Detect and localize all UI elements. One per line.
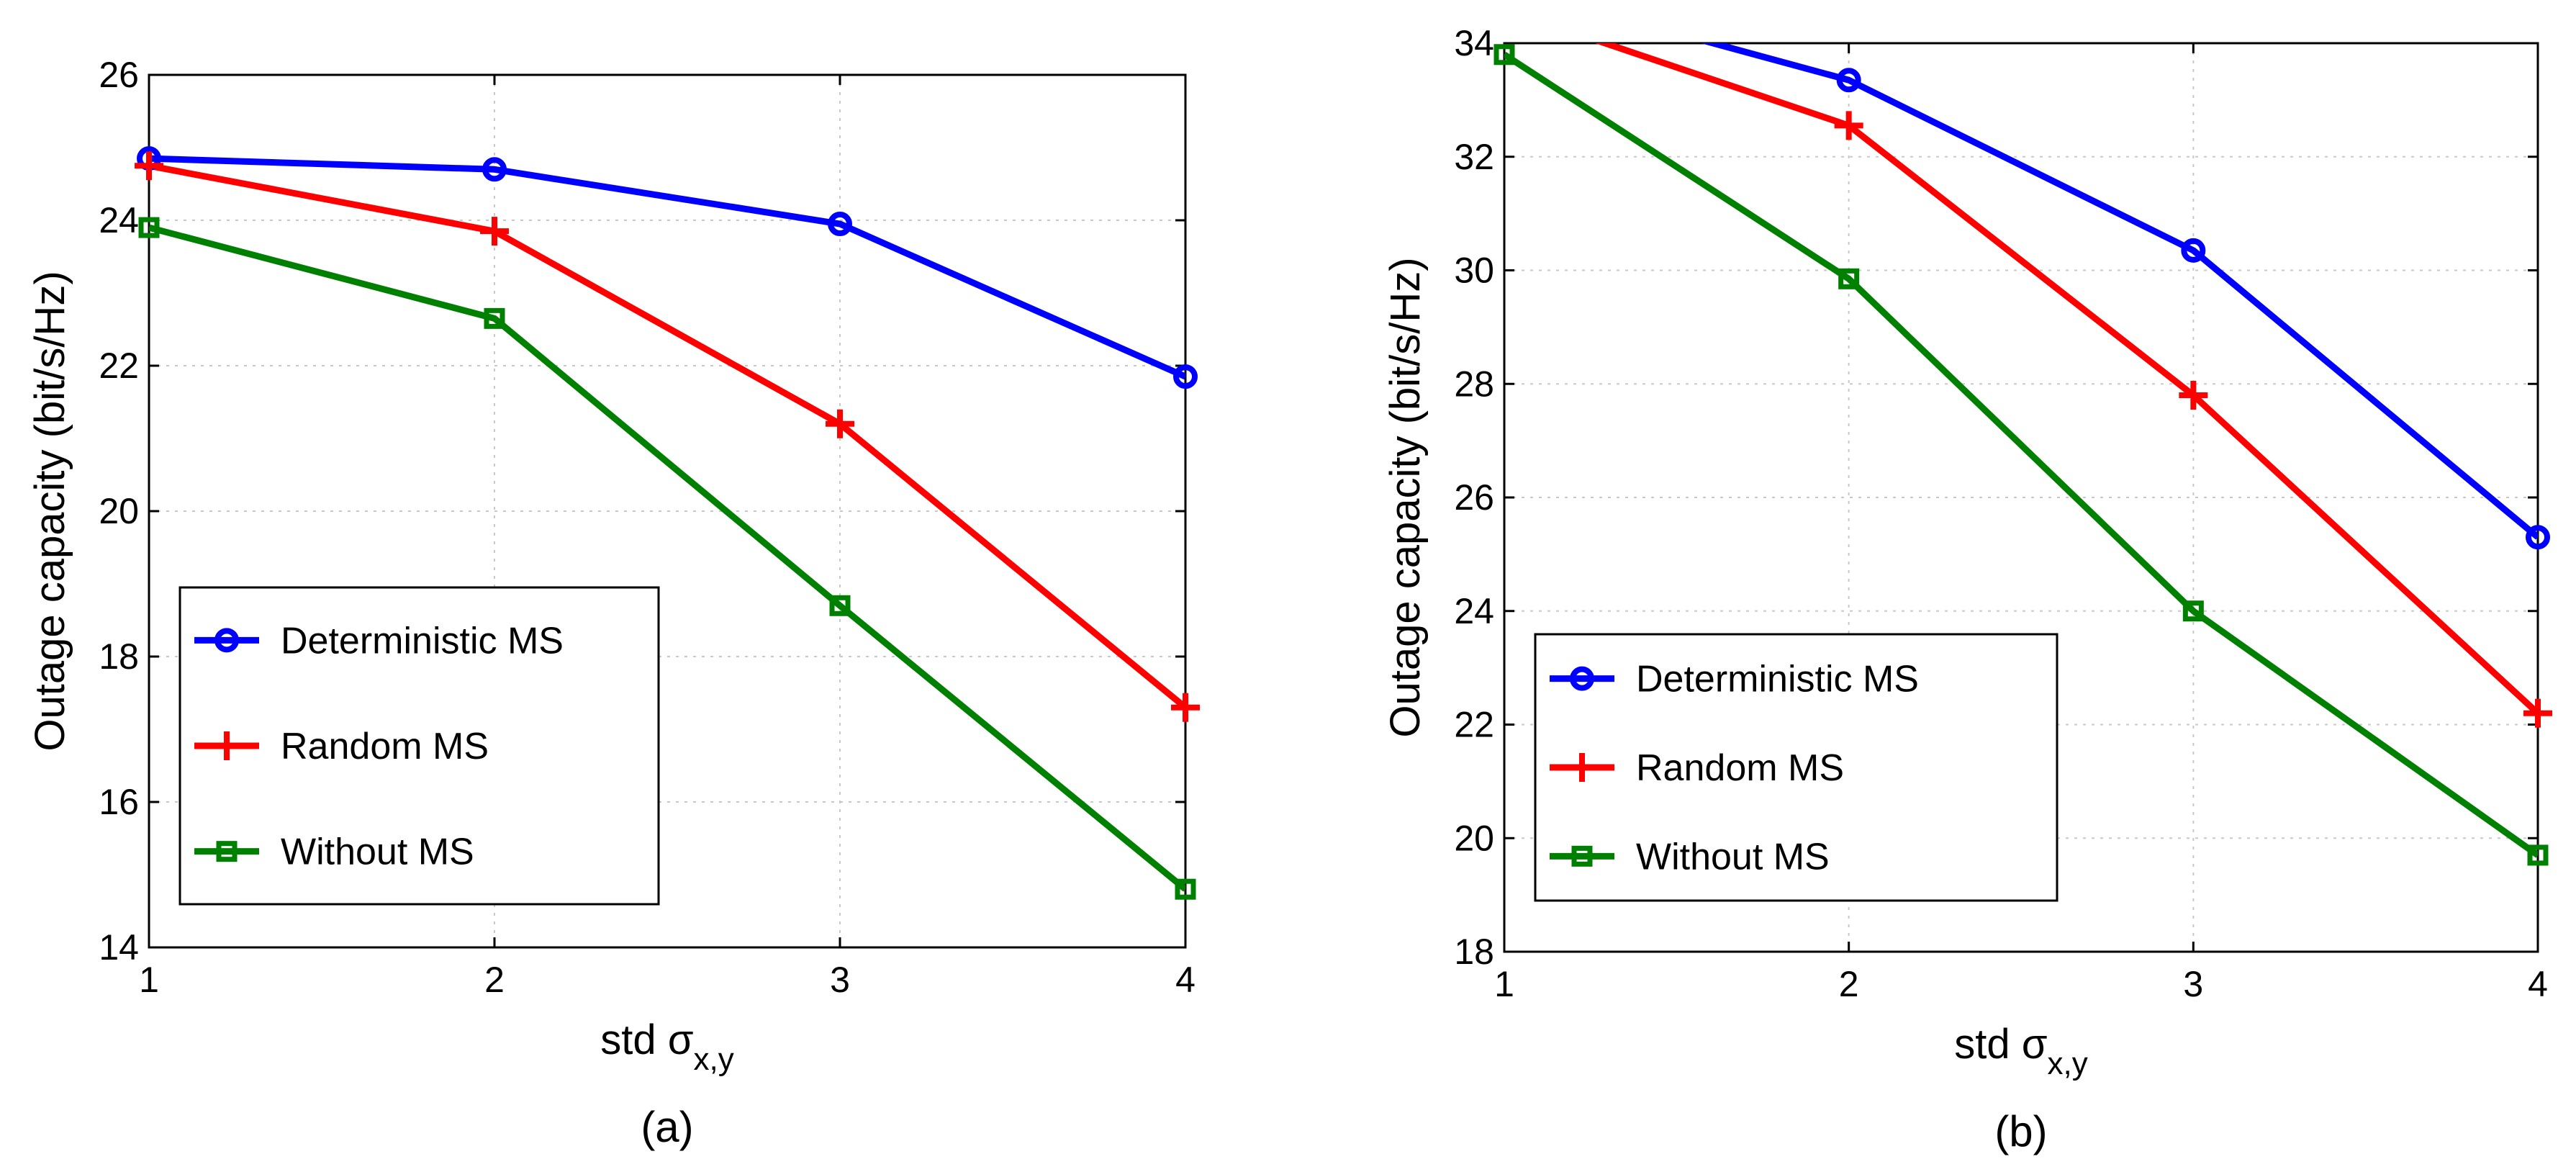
x-tick-label: 4 (2528, 964, 2548, 1004)
data-point (480, 217, 509, 246)
data-point (138, 217, 160, 238)
data-point (2179, 381, 2208, 410)
x-tick-label: 1 (139, 960, 159, 1000)
y-tick-label: 16 (99, 782, 139, 822)
data-point (1175, 878, 1196, 900)
data-point (1173, 364, 1198, 389)
series-line-deterministic-ms (149, 155, 1185, 380)
legend-label: Without MS (281, 831, 474, 873)
data-point (2182, 600, 2204, 622)
series-line-random-ms (1595, 43, 2538, 716)
data-point (1834, 111, 1863, 140)
legend-marker (216, 841, 238, 862)
series-lines (1504, 43, 2538, 858)
x-tick-label: 2 (484, 960, 505, 1000)
data-point (482, 157, 507, 182)
x-axis-label: std σx,y (1954, 1021, 2088, 1081)
legend-marker (1571, 845, 1593, 867)
legend-marker (214, 628, 239, 653)
x-tick-label: 3 (2183, 964, 2203, 1004)
y-tick-label: 26 (1454, 477, 1494, 518)
data-point (828, 212, 852, 237)
series-markers (135, 146, 1200, 900)
series-line-without-ms (1504, 52, 2538, 858)
y-axis-label: Outage capacity (bit/s/Hz) (27, 271, 73, 751)
data-point (1838, 268, 1860, 289)
y-tick-label: 26 (99, 55, 139, 95)
y-tick-label: 20 (99, 491, 139, 531)
panel-label: (a) (641, 1103, 693, 1151)
y-axis-label: Outage capacity (bit/s/Hz) (1382, 257, 1429, 737)
y-tick-label: 34 (1454, 23, 1494, 63)
x-axis-label-subscript: x,y (694, 1042, 734, 1077)
series-line-without-ms (149, 224, 1185, 892)
series-line-deterministic-ms (1700, 43, 2538, 540)
y-tick-label: 28 (1454, 364, 1494, 404)
series-markers (1493, 44, 2552, 866)
series-line-random-ms (149, 162, 1185, 711)
legend-label: Random MS (1636, 747, 1844, 789)
legend: Deterministic MS Random MS Without MS (178, 586, 660, 906)
data-point (826, 409, 854, 438)
data-point (1493, 44, 1515, 66)
x-tick-label: 2 (1839, 964, 1859, 1004)
data-point (2181, 238, 2206, 263)
x-tick-label: 3 (830, 960, 850, 1000)
data-point (484, 307, 505, 329)
data-point (1836, 68, 1861, 93)
panel-label: (b) (1994, 1107, 2047, 1155)
y-tick-label: 18 (1454, 932, 1494, 972)
y-tick-label: 20 (1454, 818, 1494, 858)
y-tick-label: 18 (99, 636, 139, 677)
legend-marker (212, 731, 241, 760)
data-point (2526, 525, 2550, 550)
x-tick-label: 4 (1175, 960, 1196, 1000)
legend-label: Deterministic MS (281, 620, 564, 662)
x-axis-label: std σx,y (600, 1017, 734, 1077)
legend-box (1534, 633, 2058, 902)
data-point (1171, 693, 1200, 722)
y-tick-label: 24 (1454, 591, 1494, 631)
y-tick-label: 14 (99, 927, 139, 968)
legend: Deterministic MS Random MS Without MS (1534, 633, 2058, 902)
data-point (135, 151, 163, 181)
series-lines (149, 155, 1185, 892)
chart-panel-1: 1 2 3 4 14 16 18 20 22 24 26 std σx,y Outage capacit… (27, 55, 1200, 1151)
data-point (829, 595, 851, 616)
y-tick-label: 22 (1454, 705, 1494, 745)
y-tick-label: 22 (99, 346, 139, 386)
y-tick-label: 30 (1454, 251, 1494, 291)
data-point (2523, 698, 2552, 728)
x-axis-label-subscript: x,y (2048, 1046, 2088, 1081)
x-tick-label: 1 (1494, 964, 1514, 1004)
legend-marker (1568, 753, 1596, 782)
legend-label: Deterministic MS (1636, 659, 1919, 700)
y-tick-label: 24 (99, 200, 139, 240)
legend-box (178, 586, 660, 906)
legend-label: Random MS (281, 726, 489, 767)
y-tick-label: 32 (1454, 137, 1494, 177)
legend-marker (1570, 666, 1594, 691)
data-point (2527, 844, 2549, 866)
legend-label: Without MS (1636, 836, 1830, 878)
